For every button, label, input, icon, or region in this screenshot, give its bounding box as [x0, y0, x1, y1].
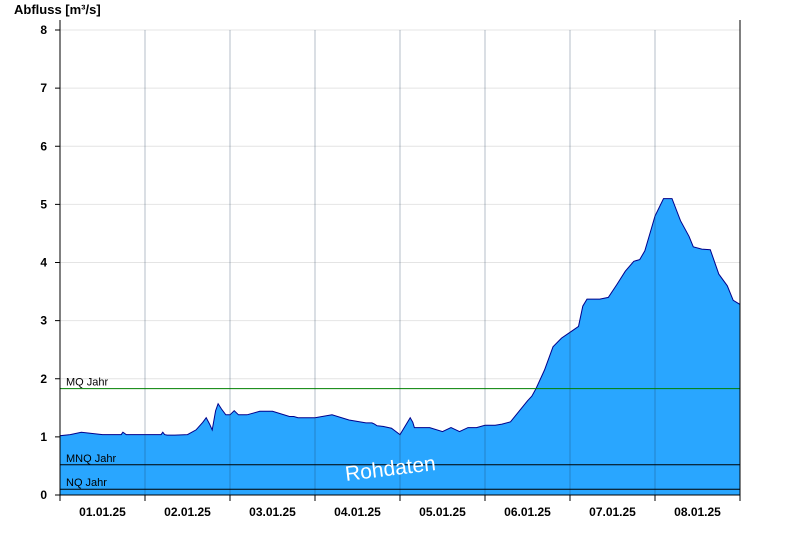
day-separator-lines [144, 30, 656, 495]
y-tick-label: 0 [40, 488, 47, 502]
y-tick-label: 7 [40, 81, 47, 95]
y-tick-label: 4 [40, 256, 47, 270]
x-tick-label: 04.01.25 [334, 505, 381, 519]
x-tick-label: 06.01.25 [504, 505, 551, 519]
reference-line-label: NQ Jahr [66, 477, 107, 489]
x-tick-label: 02.01.25 [164, 505, 211, 519]
y-tick-label: 6 [40, 139, 47, 153]
y-tick-label: 8 [40, 23, 47, 37]
x-tick-label: 07.01.25 [589, 505, 636, 519]
y-tick-label: 2 [40, 372, 47, 386]
y-axis-label: Abfluss [m³/s] [14, 2, 101, 17]
reference-lines: MQ Jahr MNQ Jahr NQ Jahr [60, 377, 740, 490]
reference-line-label: MNQ Jahr [66, 453, 116, 465]
x-tick-label: 01.01.25 [79, 505, 126, 519]
x-tick-labels: 01.01.25 02.01.25 03.01.25 04.01.25 05.01.25… [59, 495, 741, 519]
y-tick-labels: 0 1 2 3 4 5 6 7 8 [40, 23, 60, 502]
y-tick-label: 1 [40, 430, 47, 444]
x-tick-label: 05.01.25 [419, 505, 466, 519]
reference-line-label: MQ Jahr [66, 377, 109, 389]
y-tick-label: 3 [40, 314, 47, 328]
y-tick-label: 5 [40, 197, 47, 211]
x-tick-label: 03.01.25 [249, 505, 296, 519]
x-tick-label: 08.01.25 [674, 505, 721, 519]
